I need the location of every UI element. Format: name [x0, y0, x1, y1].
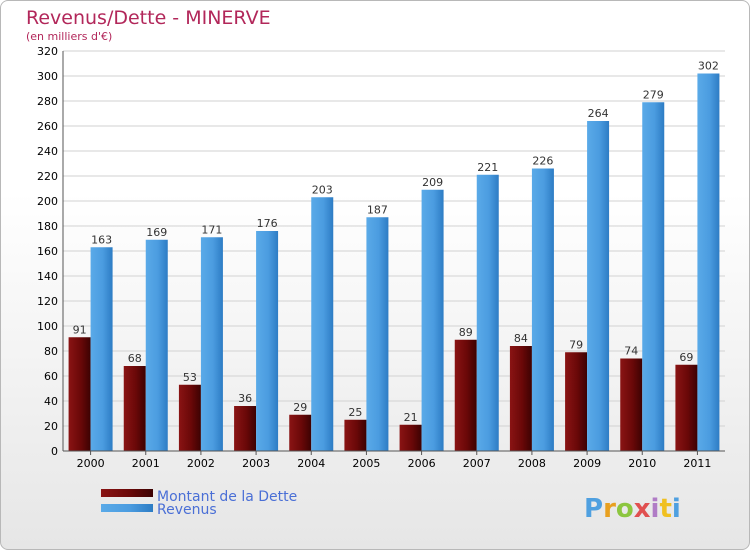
data-label-dette: 74 — [624, 345, 638, 358]
x-tick-label: 2007 — [463, 457, 491, 470]
data-label-revenus: 176 — [257, 217, 278, 230]
data-label-dette: 68 — [128, 352, 142, 365]
data-label-revenus: 302 — [698, 60, 719, 73]
bar-revenus — [366, 217, 389, 451]
data-label-revenus: 203 — [312, 183, 333, 196]
legend-label-dette: Montant de la Dette — [157, 489, 297, 505]
bar-dette — [234, 406, 257, 451]
data-label-revenus: 171 — [201, 223, 222, 236]
y-tick-label: 120 — [37, 295, 58, 308]
bar-revenus — [697, 73, 720, 451]
bar-revenus — [200, 237, 223, 451]
data-label-revenus: 264 — [588, 107, 609, 120]
grid — [63, 50, 725, 452]
x-tick-label: 2000 — [77, 457, 105, 470]
bar-dette — [399, 424, 422, 451]
y-tick-label: 60 — [44, 370, 58, 383]
data-label-revenus: 187 — [367, 203, 388, 216]
data-label-revenus: 209 — [422, 176, 443, 189]
data-label-dette: 79 — [569, 338, 583, 351]
y-tick-label: 260 — [37, 120, 58, 133]
data-label-revenus: 221 — [477, 161, 498, 174]
bar-dette — [509, 346, 532, 451]
bar-revenus — [421, 189, 444, 451]
logo-letter: x — [634, 494, 651, 524]
bar-revenus — [587, 121, 610, 451]
y-tick-label: 160 — [37, 245, 58, 258]
y-tick-label: 240 — [37, 145, 58, 158]
chart-title: Revenus/Dette - MINERVE — [26, 7, 271, 29]
x-tick-label: 2003 — [242, 457, 270, 470]
proxiti-logo: Proxiti — [584, 494, 681, 524]
x-tick-label: 2006 — [408, 457, 436, 470]
data-label-dette: 25 — [348, 406, 362, 419]
data-label-revenus: 163 — [91, 233, 112, 246]
x-tick-label: 2001 — [132, 457, 160, 470]
y-tick-label: 140 — [37, 270, 58, 283]
y-tick-label: 320 — [37, 45, 58, 58]
bar-dette — [675, 364, 698, 451]
data-label-revenus: 169 — [146, 226, 167, 239]
x-tick-label: 2010 — [628, 457, 656, 470]
data-label-dette: 53 — [183, 371, 197, 384]
bar-revenus — [145, 239, 168, 451]
x-tick-label: 2004 — [297, 457, 325, 470]
data-label-dette: 21 — [404, 411, 418, 424]
bar-dette — [178, 384, 201, 451]
data-label-dette: 89 — [459, 326, 473, 339]
x-tick-label: 2009 — [573, 457, 601, 470]
bar-revenus — [90, 247, 113, 451]
bar-dette — [620, 358, 643, 451]
y-tick-label: 220 — [37, 170, 58, 183]
bar-revenus — [642, 102, 665, 451]
y-tick-label: 180 — [37, 220, 58, 233]
y-tick-label: 100 — [37, 320, 58, 333]
x-tick-label: 2002 — [187, 457, 215, 470]
logo-letter: o — [616, 494, 634, 524]
bar-dette — [344, 419, 367, 451]
bar-dette — [289, 414, 312, 451]
bar-revenus — [476, 174, 499, 451]
logo-letter: i — [672, 494, 681, 524]
y-tick-label: 80 — [44, 345, 58, 358]
data-label-dette: 69 — [679, 351, 693, 364]
logo-letter: r — [603, 494, 616, 524]
bar-revenus — [311, 197, 334, 451]
chart-subtitle: (en milliers d'€) — [26, 30, 112, 43]
x-tick-label: 2008 — [518, 457, 546, 470]
y-tick-label: 0 — [51, 445, 58, 458]
bar-revenus — [256, 231, 279, 451]
data-label-revenus: 279 — [643, 88, 664, 101]
y-tick-label: 300 — [37, 70, 58, 83]
data-label-dette: 91 — [73, 323, 87, 336]
x-tick-label: 2005 — [352, 457, 380, 470]
axes: 0 20 40 60 80 100 120 140 160 180 200 220 240 260 280 3… — [37, 45, 725, 470]
data-label-dette: 29 — [293, 401, 307, 414]
bar-dette — [565, 352, 588, 451]
logo-letter: t — [659, 494, 671, 524]
logo-letter: P — [584, 494, 603, 524]
y-tick-label: 200 — [37, 195, 58, 208]
x-tick-label: 2011 — [683, 457, 711, 470]
y-tick-label: 40 — [44, 395, 58, 408]
y-tick-label: 280 — [37, 95, 58, 108]
legend-swatch-revenus — [101, 504, 153, 512]
bar-dette — [68, 337, 91, 451]
data-label-dette: 36 — [238, 392, 252, 405]
bar-dette — [123, 366, 146, 451]
data-label-dette: 84 — [514, 332, 528, 345]
legend: Montant de la Dette Revenus — [101, 489, 297, 518]
legend-label-revenus: Revenus — [157, 502, 217, 518]
y-tick-label: 20 — [44, 420, 58, 433]
bar-revenus — [531, 168, 554, 451]
bars: 91 163 68 169 53 171 36 176 29 203 25 187 21 209 89 221… — [68, 60, 720, 451]
logo-letter: i — [651, 494, 660, 524]
legend-swatch-dette — [101, 489, 153, 497]
data-label-revenus: 226 — [532, 155, 553, 168]
bar-dette — [454, 339, 477, 451]
